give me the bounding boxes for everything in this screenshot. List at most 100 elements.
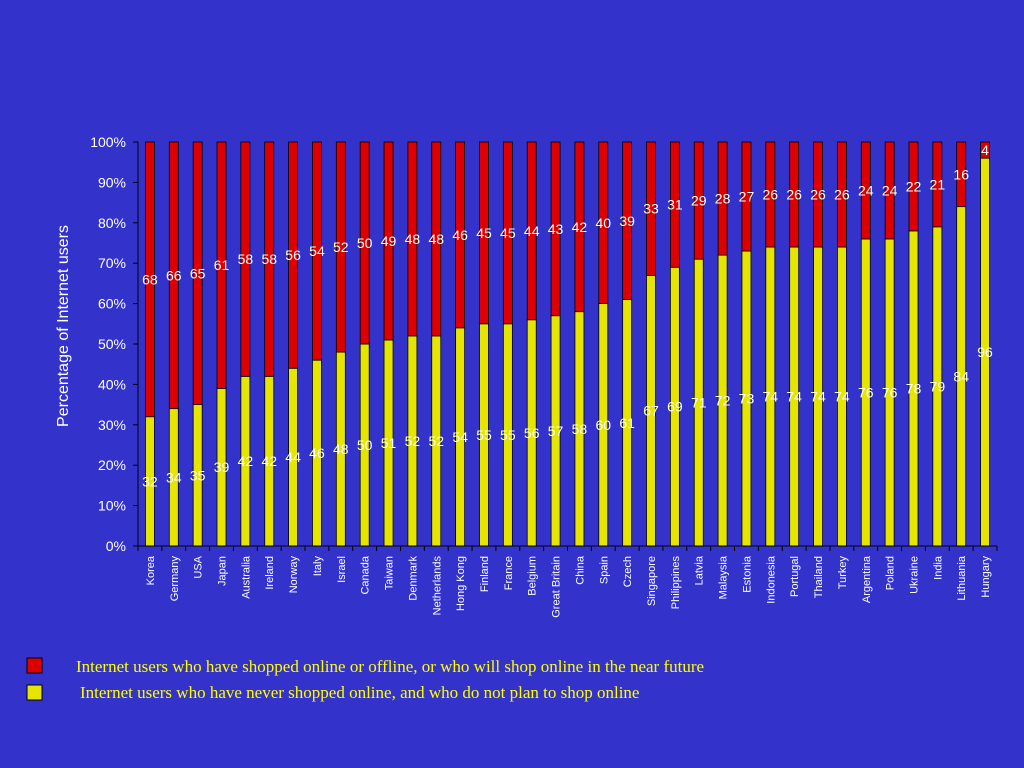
x-category-label: Singapore <box>646 556 658 606</box>
data-label-shopped: 26 <box>834 187 850 203</box>
bar-segment-shopped <box>908 141 919 232</box>
bar-segment-shopped <box>932 141 943 228</box>
y-tick-label: 80% <box>98 215 126 231</box>
bar-segment-shopped <box>479 141 489 325</box>
x-category-label: Great Britain <box>551 556 563 618</box>
bar-segment-shopped <box>455 141 466 329</box>
data-label-shopped: 50 <box>357 235 373 251</box>
x-category-label: India <box>932 555 944 580</box>
data-label-shopped: 24 <box>882 182 898 198</box>
y-tick-label: 100% <box>90 134 126 150</box>
x-category-label: China <box>574 555 586 585</box>
y-tick-label: 40% <box>98 376 126 392</box>
x-category-label: Turkey <box>837 556 849 590</box>
data-label-never-shopped: 54 <box>452 429 468 445</box>
bar-segment-shopped <box>574 141 585 313</box>
x-category-label: Canada <box>360 555 372 594</box>
x-category-label: Hungary <box>980 556 992 598</box>
data-label-never-shopped: 67 <box>643 403 659 419</box>
bar-segment-shopped <box>240 141 251 377</box>
data-label-never-shopped: 73 <box>739 391 755 407</box>
bar-segment-shopped <box>646 141 656 276</box>
data-label-never-shopped: 58 <box>572 421 588 437</box>
x-category-label: Netherlands <box>431 556 443 616</box>
data-label-never-shopped: 52 <box>405 433 421 449</box>
bar-segment-shopped <box>837 141 847 248</box>
x-category-label: Indonesia <box>765 555 777 604</box>
data-label-never-shopped: 76 <box>858 384 874 400</box>
bar-segment-shopped <box>288 141 298 369</box>
data-label-never-shopped: 48 <box>333 441 349 457</box>
data-label-shopped: 26 <box>786 187 802 203</box>
data-label-shopped: 58 <box>238 251 254 267</box>
bar-segment-shopped <box>431 141 442 337</box>
data-label-shopped: 54 <box>309 243 325 259</box>
legend: Internet users who have shopped online o… <box>26 657 704 702</box>
data-label-shopped: 42 <box>572 219 588 235</box>
data-label-shopped: 26 <box>763 187 779 203</box>
data-label-shopped: 44 <box>524 223 540 239</box>
data-label-shopped: 61 <box>214 257 230 273</box>
bar-segment-shopped <box>765 141 776 248</box>
bar-segment-shopped <box>693 141 704 260</box>
bar-segment-shopped <box>860 141 871 240</box>
x-category-label: USA <box>193 555 205 578</box>
data-label-shopped: 40 <box>596 215 612 231</box>
data-label-never-shopped: 57 <box>548 423 564 439</box>
legend-swatch-shopped <box>26 657 43 674</box>
data-label-shopped: 31 <box>667 197 683 213</box>
x-category-label: Estonia <box>741 555 753 593</box>
data-label-shopped: 52 <box>333 239 349 255</box>
data-label-shopped: 68 <box>142 271 158 287</box>
data-label-shopped: 33 <box>643 201 659 217</box>
x-category-label: Germany <box>169 556 181 602</box>
data-label-never-shopped: 56 <box>524 425 540 441</box>
bar-segment-shopped <box>789 141 800 248</box>
data-label-never-shopped: 72 <box>715 393 731 409</box>
data-label-never-shopped: 51 <box>381 435 397 451</box>
legend-label-shopped: Internet users who have shopped online o… <box>76 657 704 676</box>
data-label-shopped: 49 <box>381 233 397 249</box>
data-label-never-shopped: 61 <box>619 415 635 431</box>
x-category-label: Thailand <box>813 556 825 598</box>
x-category-label: Ireland <box>264 556 276 590</box>
y-tick-label: 30% <box>98 417 126 433</box>
data-label-shopped: 43 <box>548 221 564 237</box>
y-tick-label: 10% <box>98 498 126 514</box>
data-label-shopped: 4 <box>981 142 989 158</box>
data-label-never-shopped: 39 <box>214 459 230 475</box>
x-category-label: Lithuania <box>956 555 968 601</box>
data-label-never-shopped: 32 <box>142 473 158 489</box>
y-axis: 0% 10% 20% 30% 40% 50% 60% 70% 80% 90% 100% <box>90 134 139 554</box>
bar-segment-shopped <box>335 141 346 353</box>
data-label-never-shopped: 84 <box>953 368 969 384</box>
bar-segment-shopped <box>717 141 728 256</box>
y-tick-label: 60% <box>98 296 126 312</box>
data-label-shopped: 46 <box>452 227 468 243</box>
x-category-label: France <box>503 556 515 590</box>
bar-segment-shopped <box>884 141 895 240</box>
data-label-shopped: 39 <box>619 213 635 229</box>
bar-segment-shopped <box>312 141 322 361</box>
data-label-shopped: 45 <box>500 225 516 241</box>
data-label-never-shopped: 69 <box>667 399 683 415</box>
x-category-label: Australia <box>240 555 252 599</box>
data-label-shopped: 16 <box>953 166 969 182</box>
x-category-label: Israel <box>336 556 348 583</box>
x-category-label: Belgium <box>527 556 539 596</box>
y-tick-label: 20% <box>98 457 126 473</box>
x-axis: Korea Germany USA Japan Australia Ireland Norw… <box>137 545 998 618</box>
x-category-label: Korea <box>145 555 157 585</box>
data-label-never-shopped: 60 <box>596 417 612 433</box>
data-label-shopped: 65 <box>190 265 206 281</box>
data-label-never-shopped: 78 <box>906 380 922 396</box>
y-tick-label: 90% <box>98 174 126 190</box>
x-category-label: Italy <box>312 556 324 577</box>
data-label-never-shopped: 79 <box>930 378 946 394</box>
data-label-shopped: 56 <box>285 247 301 263</box>
x-category-label: Norway <box>288 556 300 594</box>
data-label-shopped: 28 <box>715 191 731 207</box>
data-label-never-shopped: 74 <box>810 389 826 405</box>
x-category-label: Portugal <box>789 556 801 597</box>
bar-segment-shopped <box>168 141 179 410</box>
